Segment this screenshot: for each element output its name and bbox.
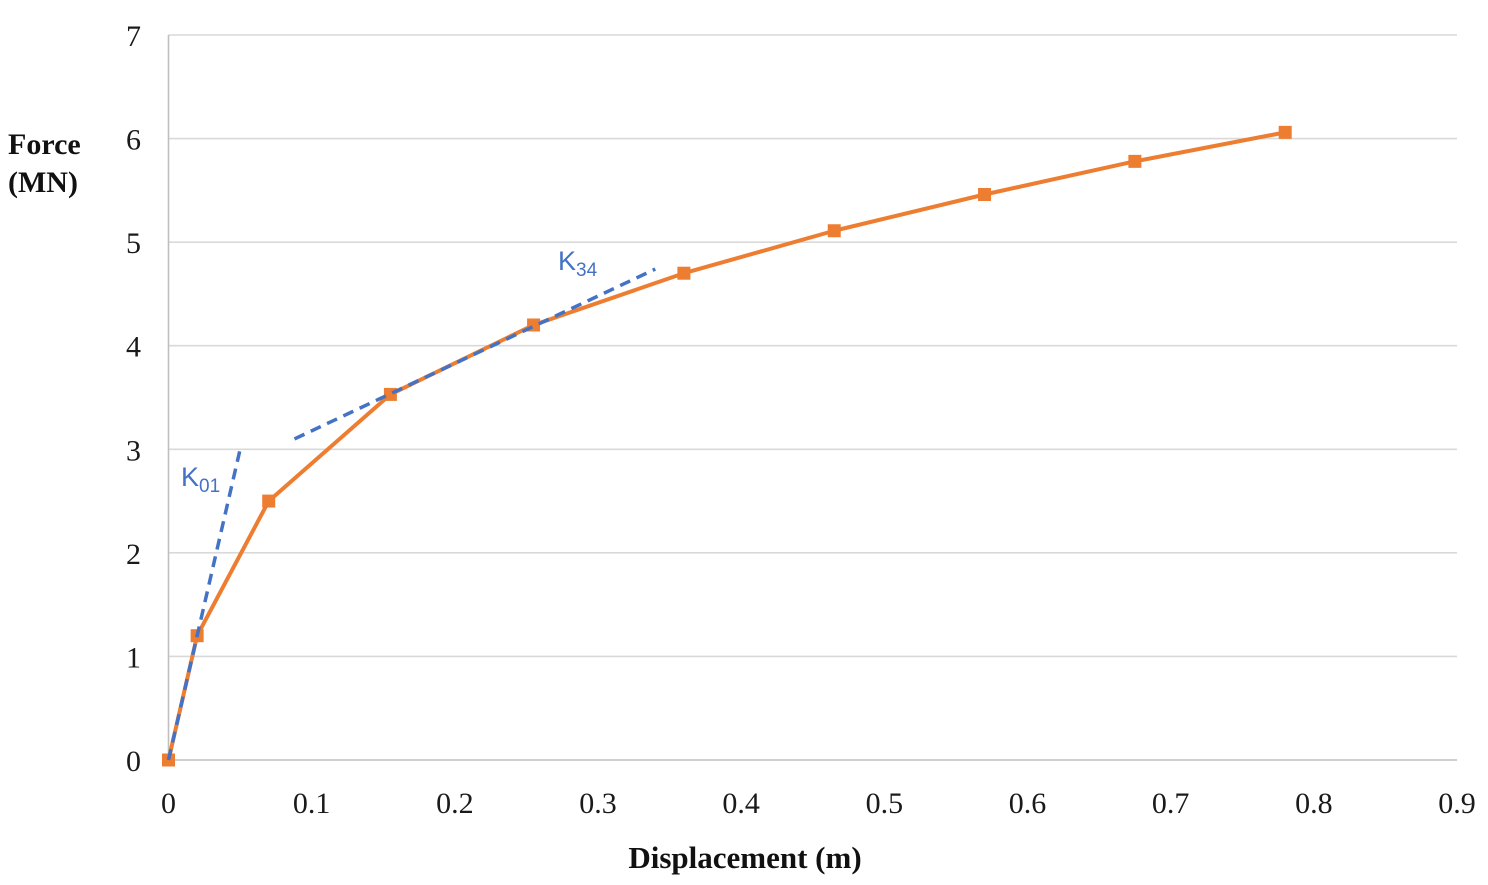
x-tick-label-0.9: 0.9 (1438, 787, 1476, 820)
x-tick-label-0.1: 0.1 (293, 787, 331, 820)
data-point-marker-x0.57 (978, 188, 992, 201)
y-axis-title-line1: Force (8, 128, 81, 161)
y-tick-label-2: 2 (126, 538, 141, 571)
force-displacement-curve (166, 130, 1286, 761)
data-point-marker-x0.78 (1278, 125, 1292, 139)
data-point-marker-x0.07 (262, 494, 276, 508)
data-point-marker-x0.465 (827, 224, 841, 238)
y-tick-label-5: 5 (126, 227, 141, 260)
x-tick-label-0.4: 0.4 (722, 787, 760, 820)
k34-annotation-label: K34 (558, 246, 597, 281)
x-tick-label-0.7: 0.7 (1152, 787, 1190, 820)
y-tick-label-4: 4 (126, 331, 141, 364)
y-axis-title-line2: (MN) (8, 166, 78, 199)
k01-label-subscript: 01 (199, 476, 221, 497)
x-tick-label-0.6: 0.6 (1009, 787, 1047, 820)
y-axis-title: Force (MN) (8, 126, 81, 202)
y-tick-label-3: 3 (126, 434, 141, 467)
k34-label-main: K (558, 246, 577, 276)
x-tick-label-0.3: 0.3 (579, 787, 617, 820)
y-tick-label-6: 6 (126, 124, 141, 157)
x-tick-label-0.5: 0.5 (866, 787, 904, 820)
y-tick-label-7: 7 (126, 20, 141, 53)
x-axis-title: Displacement (m) (628, 840, 862, 875)
x-tick-label-0.8: 0.8 (1295, 787, 1333, 820)
k01-label-main: K (181, 462, 200, 492)
x-tick-label-0.2: 0.2 (436, 787, 474, 820)
data-point-marker-x0.675 (1128, 154, 1142, 168)
x-tick-label-0: 0 (161, 787, 176, 820)
data-point-marker-x0.36 (677, 266, 691, 280)
k34-label-subscript: 34 (576, 260, 598, 281)
k01-annotation-label: K01 (181, 462, 220, 497)
y-tick-label-1: 1 (126, 641, 141, 674)
k34-stiffness-line (293, 267, 657, 441)
y-tick-label-0: 0 (126, 745, 141, 778)
